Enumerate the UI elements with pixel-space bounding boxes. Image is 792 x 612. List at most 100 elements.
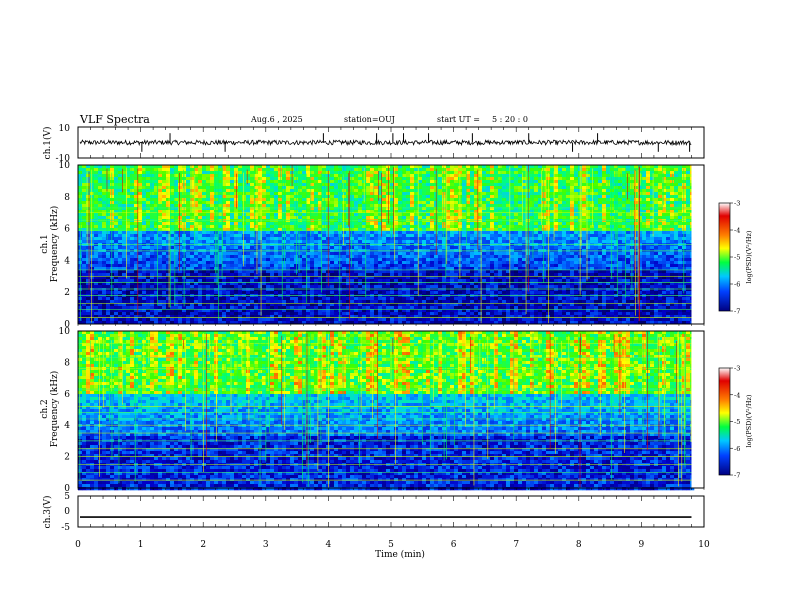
spectrogram-cell — [354, 225, 359, 229]
spectrogram-cell — [242, 318, 247, 322]
spectrogram-cell — [202, 165, 207, 169]
spectrogram-cell — [226, 279, 231, 283]
spectrogram-cell — [330, 168, 335, 172]
spectrogram-cell — [394, 198, 399, 202]
spectrogram-cell — [246, 198, 251, 202]
spectrogram-cell — [246, 300, 251, 304]
spectrogram-cell — [410, 264, 415, 268]
spectrogram-cell — [174, 306, 179, 310]
spectrogram-cell — [254, 300, 259, 304]
spectrogram-cell — [146, 285, 151, 289]
spectrogram-cell — [278, 189, 283, 193]
spectrogram-cell — [270, 267, 275, 271]
spectrogram-cell — [122, 234, 127, 238]
spectrogram-cell — [374, 300, 379, 304]
spectrogram-cell — [282, 279, 287, 283]
spectrogram-cell — [354, 255, 359, 259]
spectrogram-cell — [250, 321, 255, 325]
spectrogram-cell — [106, 321, 111, 325]
spectrogram-cell — [250, 315, 255, 319]
spectrogram-cell — [262, 282, 267, 286]
spectrogram-cell — [90, 174, 95, 178]
spectrogram-cell — [158, 225, 163, 229]
spectrogram-cell — [94, 267, 99, 271]
spectrogram-cell — [238, 246, 243, 250]
spectrogram-cell — [402, 312, 407, 316]
spectrogram-cell — [286, 225, 291, 229]
spectrogram-cell — [338, 225, 343, 229]
spectrogram-cell — [154, 192, 159, 196]
spectrogram-cell — [262, 264, 267, 268]
spectrogram-cell — [286, 204, 291, 208]
spectrogram-cell — [162, 234, 167, 238]
spectrogram-cell — [162, 165, 167, 169]
spectrogram-cell — [194, 222, 199, 226]
spectrogram-cell — [270, 183, 275, 187]
spectrogram-cell — [106, 234, 111, 238]
spectrogram-cell — [126, 312, 131, 316]
spectrogram-cell — [134, 303, 139, 307]
spectrogram-cell — [430, 207, 435, 211]
spectrogram-cell — [354, 309, 359, 313]
spectrogram-cell — [154, 189, 159, 193]
spectrogram-cell — [174, 267, 179, 271]
spectrogram-cell — [290, 267, 295, 271]
spectrogram-cell — [214, 228, 219, 232]
spectrogram-cell — [262, 198, 267, 202]
spectrogram-cell — [358, 189, 363, 193]
spectrogram-cell — [430, 186, 435, 190]
spectrogram-cell — [90, 270, 95, 274]
spectrogram-cell — [146, 282, 151, 286]
spectrogram-cell — [246, 213, 251, 217]
spectrogram-cell — [98, 300, 103, 304]
spectrogram-cell — [206, 246, 211, 250]
spectrogram-cell — [98, 246, 103, 250]
spectrogram-cell — [438, 282, 443, 286]
spectrogram-cell — [178, 240, 183, 244]
spectrogram-cell — [418, 234, 423, 238]
spectrogram-cell — [114, 312, 119, 316]
spectrogram-cell — [322, 267, 327, 271]
spectrogram-cell — [398, 177, 403, 181]
spectrogram-cell — [94, 279, 99, 283]
spectrogram-cell — [174, 222, 179, 226]
spectrogram-cell — [222, 312, 227, 316]
spectrogram-cell — [414, 225, 419, 229]
spectrogram-cell — [246, 201, 251, 205]
spectrogram-cell — [110, 180, 115, 184]
spectrogram-cell — [198, 279, 203, 283]
spectrogram-cell — [378, 189, 383, 193]
spectrogram-cell — [346, 171, 351, 175]
spectrogram-cell — [230, 267, 235, 271]
spectrogram-cell — [102, 246, 107, 250]
spectrogram-cell — [170, 195, 175, 199]
spectrogram-cell — [238, 228, 243, 232]
spectrogram-cell — [194, 174, 199, 178]
spectrogram-cell — [166, 300, 171, 304]
spectrogram-cell — [106, 288, 111, 292]
spectrogram-cell — [390, 255, 395, 259]
spectrogram-cell — [346, 183, 351, 187]
spectrogram-cell — [314, 315, 319, 319]
spectrogram-cell — [398, 165, 403, 169]
spectrogram-cell — [106, 279, 111, 283]
spectrogram-cell — [94, 246, 99, 250]
spectrogram-cell — [218, 195, 223, 199]
spectrogram-cell — [186, 210, 191, 214]
spectrogram-cell — [102, 258, 107, 262]
spectrogram-cell — [310, 225, 315, 229]
spectrogram-cell — [414, 171, 419, 175]
spectrogram-cell — [146, 288, 151, 292]
spectrogram-cell — [334, 282, 339, 286]
spectrogram-cell — [190, 300, 195, 304]
spectrogram-cell — [258, 264, 263, 268]
spectrogram-cell — [378, 258, 383, 262]
spectrogram-cell — [170, 210, 175, 214]
spectrogram-cell — [218, 228, 223, 232]
spectrogram-cell — [214, 258, 219, 262]
spectrogram-cell — [410, 276, 415, 280]
spectrogram-cell — [338, 213, 343, 217]
spectrogram-cell — [426, 321, 431, 325]
spectrogram-cell — [250, 303, 255, 307]
